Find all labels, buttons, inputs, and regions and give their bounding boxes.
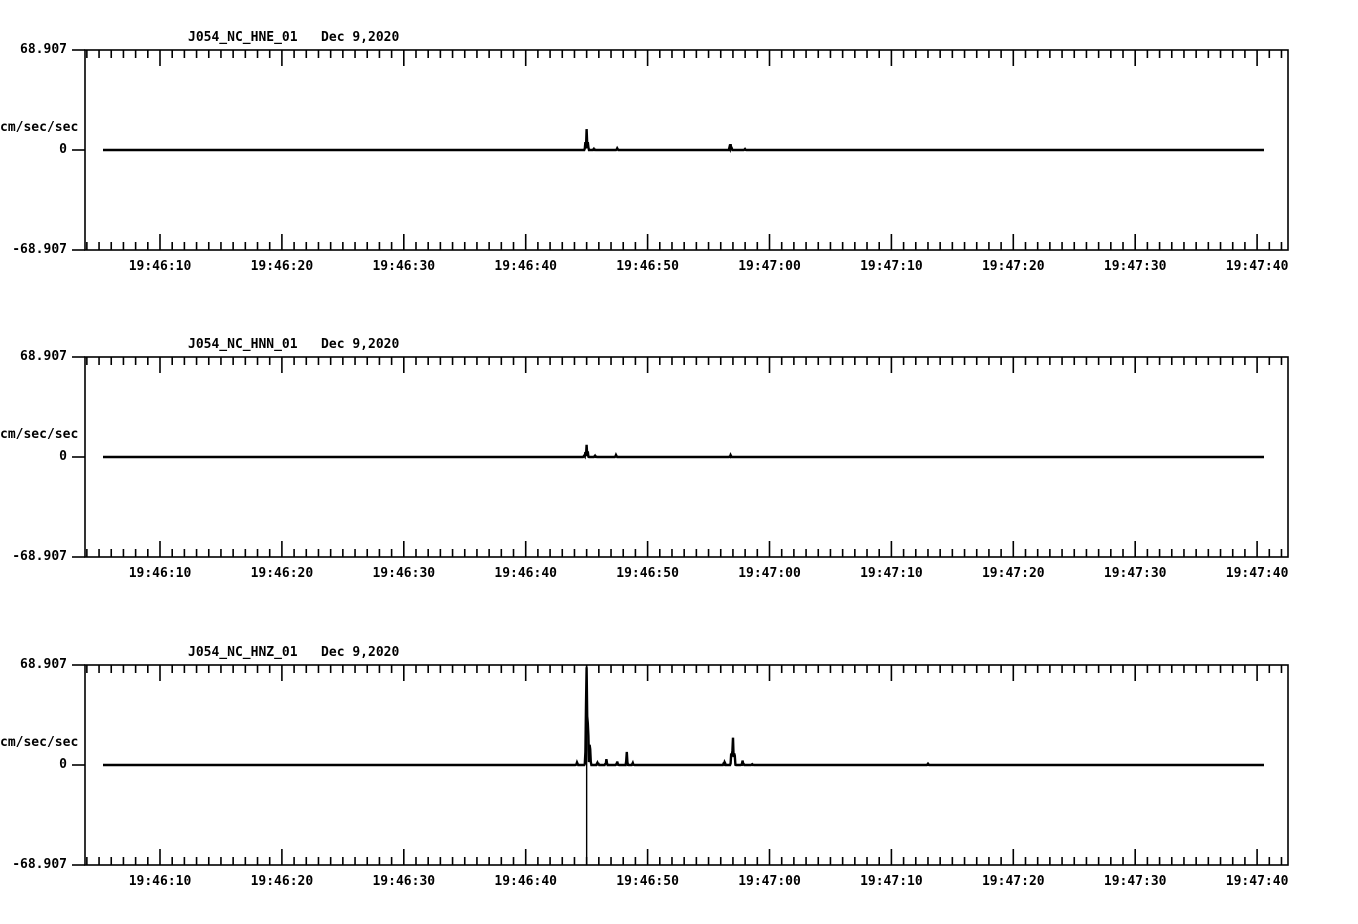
axis-ticks	[86, 665, 1283, 865]
y-tick-zero-hne: 0	[59, 142, 67, 157]
panel-title-hne: J054_NC_HNE_01 Dec 9,2020	[188, 30, 400, 45]
waveform-trace	[103, 667, 1264, 767]
waveform-trace	[103, 129, 1264, 154]
x-tick-label: 19:46:50	[616, 259, 679, 274]
x-tick-label: 19:46:10	[128, 566, 192, 581]
y-tick-min-hnn: -68.907	[12, 549, 67, 564]
x-tick-label: 19:47:30	[1103, 259, 1167, 274]
y-tick-max-hnn: 68.907	[20, 349, 67, 364]
x-tick-label: 19:47:20	[981, 874, 1045, 889]
y-tick-min-hnz: -68.907	[12, 857, 67, 872]
y-axis-units-hne: cm/sec/sec	[0, 120, 79, 135]
y-tick-min-hne: -68.907	[12, 242, 67, 257]
y-axis-ticks	[72, 356, 85, 558]
x-tick-label: 19:47:20	[981, 259, 1045, 274]
x-tick-label: 19:47:00	[738, 259, 801, 274]
axis-ticks	[86, 357, 1283, 557]
x-tick-label: 19:46:10	[128, 259, 192, 274]
y-tick-max-hnz: 68.907	[20, 657, 67, 672]
x-tick-label: 19:46:20	[250, 566, 314, 581]
y-axis-ticks	[72, 664, 85, 866]
x-tick-label: 19:46:40	[494, 259, 557, 274]
axis-ticks	[86, 50, 1283, 250]
panel-title-hnz: J054_NC_HNZ_01 Dec 9,2020	[188, 645, 400, 660]
x-tick-label: 19:47:00	[738, 566, 801, 581]
x-tick-label: 19:47:10	[860, 566, 923, 581]
x-tick-label: 19:47:40	[1225, 566, 1289, 581]
x-tick-label: 19:46:20	[250, 259, 314, 274]
y-axis-ticks	[72, 49, 85, 251]
x-tick-label: 19:47:40	[1225, 259, 1289, 274]
x-tick-label: 19:46:30	[372, 874, 436, 889]
y-tick-zero-hnz: 0	[59, 757, 67, 772]
panel-title-hnn: J054_NC_HNN_01 Dec 9,2020	[188, 337, 400, 352]
y-axis-units-hnn: cm/sec/sec	[0, 427, 79, 442]
waveform-trace	[103, 444, 1264, 460]
x-tick-label: 19:46:50	[616, 566, 679, 581]
x-tick-label: 19:46:50	[616, 874, 679, 889]
x-tick-label: 19:47:40	[1225, 874, 1289, 889]
x-tick-label: 19:46:40	[494, 566, 557, 581]
x-tick-label: 19:47:30	[1103, 874, 1167, 889]
x-tick-label: 19:46:10	[128, 874, 192, 889]
x-tick-label: 19:46:30	[372, 259, 436, 274]
x-tick-label: 19:47:00	[738, 874, 801, 889]
y-tick-max-hne: 68.907	[20, 42, 67, 57]
x-tick-label: 19:46:30	[372, 566, 436, 581]
x-tick-label: 19:46:40	[494, 874, 557, 889]
x-tick-label: 19:46:20	[250, 874, 314, 889]
x-tick-label: 19:47:10	[860, 259, 923, 274]
x-tick-label: 19:47:10	[860, 874, 923, 889]
x-tick-label: 19:47:30	[1103, 566, 1167, 581]
x-tick-label: 19:47:20	[981, 566, 1045, 581]
y-tick-zero-hnn: 0	[59, 449, 67, 464]
y-axis-units-hnz: cm/sec/sec	[0, 735, 79, 750]
